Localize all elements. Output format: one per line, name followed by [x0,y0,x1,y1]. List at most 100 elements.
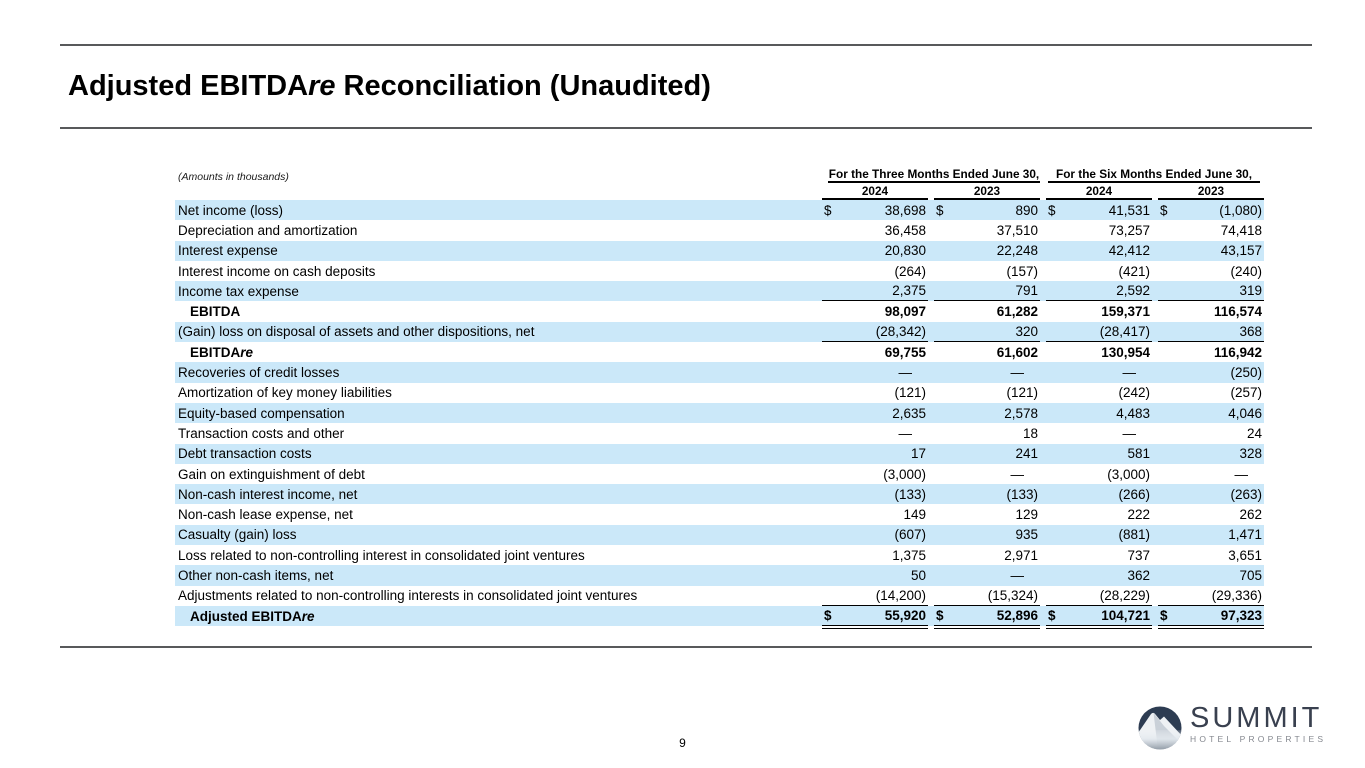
value-cell: (28,342) [822,322,928,343]
value-cell: (250) [1158,362,1264,382]
cell-value: 262 [1239,507,1262,523]
value-cell: (881) [1046,525,1152,545]
table-row: (Gain) loss on disposal of assets and ot… [175,321,1264,343]
table-row: Income tax expense 2,375 791 2,592 319 [175,281,1264,302]
row-label: Non-cash lease expense, net [178,507,353,523]
cell-value: (14,200) [875,587,926,603]
cell-value: (157) [1006,263,1038,279]
value-cell: (121) [822,383,928,403]
table-row: Interest income on cash deposits (264) (15… [175,261,1264,281]
value-cell: (240) [1158,261,1264,281]
cell-value: 2,592 [1116,283,1150,299]
dollar-sign: $ [1160,202,1168,218]
cell-value: 890 [1015,202,1038,218]
value-cell: 69,755 [822,342,928,362]
cell-value: — [1122,425,1137,441]
cell-value: 41,531 [1108,202,1150,218]
cell-value: (264) [894,263,926,279]
table-rows: Net income (loss) $38,698 $890 $41,531 $ (1,0… [175,200,1264,630]
value-cell: (257) [1158,383,1264,403]
cell-value: 17 [910,446,926,462]
row-label: Adjusted EBITDAre [190,608,315,624]
value-cell: (266) [1046,484,1152,504]
row-label: Net income (loss) [178,202,284,218]
cell-value: 37,510 [996,222,1038,238]
cell-value: 18 [1022,425,1038,441]
table-row: Debt transaction costs 17 241 581 328 [175,443,1264,464]
cell-value: 22,248 [996,243,1038,259]
ebitda-reconciliation-table: (Amounts in thousands) For the Three Mon… [175,167,1264,630]
cell-value: 319 [1239,283,1262,299]
cell-value: 705 [1239,567,1262,583]
cell-value: (242) [1118,385,1150,401]
cell-value: — [1234,466,1249,482]
value-cell: 2,578 [934,403,1040,423]
cell-value: (29,336) [1211,587,1262,603]
value-cell: — [822,423,928,443]
value-cell: 935 [934,525,1040,545]
row-label: Equity-based compensation [178,405,345,421]
value-cell: (421) [1046,261,1152,281]
dollar-sign: $ [936,608,944,624]
cell-value: (3,000) [1107,466,1150,482]
table-row: Amortization of key money liabilities (12… [175,383,1264,403]
value-cell: 17 [822,444,928,464]
value-cell: 4,046 [1158,403,1264,423]
table-row: Equity-based compensation 2,635 2,578 4,483… [175,402,1264,424]
value-cell: (157) [934,261,1040,281]
table-row: EBITDA 98,097 61,282 159,371 116,574 [175,301,1264,321]
page-title: Adjusted EBITDAre Reconciliation (Unaudi… [68,70,711,102]
value-cell: 24 [1158,423,1264,443]
value-cell: $55,920 [822,606,928,630]
value-cell: $41,531 [1046,200,1152,220]
logo-name: SUMMIT [1190,702,1323,734]
cell-value: 104,721 [1101,608,1150,624]
cell-value: 159,371 [1101,304,1150,320]
row-label: Gain on extinguishment of debt [178,466,365,482]
cell-value: 129 [1015,507,1038,523]
row-label: Transaction costs and other [178,425,345,441]
value-cell: (607) [822,525,928,545]
value-cell: 18 [934,423,1040,443]
table-row: Gain on extinguishment of debt (3,000) — (3… [175,464,1264,484]
cell-value: 4,046 [1228,405,1262,421]
table-row: Adjusted EBITDAre $55,920 $52,896 $104,721 $… [175,605,1264,630]
cell-value: (121) [894,385,926,401]
column-group-header-six-months: For the Six Months Ended June 30, [1048,167,1260,183]
cell-value: — [1122,365,1137,381]
cell-value: (15,324) [987,587,1038,603]
cell-value: (28,417) [1099,323,1150,339]
cell-value: 61,282 [996,304,1038,320]
cell-value: 1,375 [892,547,926,563]
cell-value: (881) [1118,527,1150,543]
cell-value: 2,635 [892,405,926,421]
value-cell: (264) [822,261,928,281]
value-cell: (15,324) [934,586,1040,606]
cell-value: (3,000) [883,466,926,482]
cell-value: (1,080) [1219,202,1262,218]
cell-value: 24 [1246,425,1262,441]
cell-value: 38,698 [884,202,926,218]
title-divider [60,127,1312,129]
value-cell: 61,282 [934,301,1040,321]
cell-value: (28,229) [1099,587,1150,603]
row-label: Depreciation and amortization [178,222,358,238]
value-cell: 262 [1158,504,1264,524]
value-cell: 319 [1158,281,1264,302]
cell-value: — [1010,466,1025,482]
cell-value: (266) [1118,486,1150,502]
table-header-years: 2024 2023 2024 2023 [822,184,1264,200]
row-label: Loss related to non-controlling interest… [178,547,585,563]
dollar-sign: $ [824,608,832,624]
cell-value: (421) [1118,263,1150,279]
value-cell: (121) [934,383,1040,403]
value-cell: 98,097 [822,301,928,321]
cell-value: (133) [1006,486,1038,502]
value-cell: 36,458 [822,220,928,240]
value-cell: 320 [934,322,1040,343]
value-cell: 116,942 [1158,342,1264,362]
summit-logo: SUMMIT HOTEL PROPERTIES [1138,703,1326,750]
year-header: 2023 [1158,184,1264,200]
dollar-sign: $ [936,202,944,218]
table-row: Loss related to non-controlling interest… [175,545,1264,565]
